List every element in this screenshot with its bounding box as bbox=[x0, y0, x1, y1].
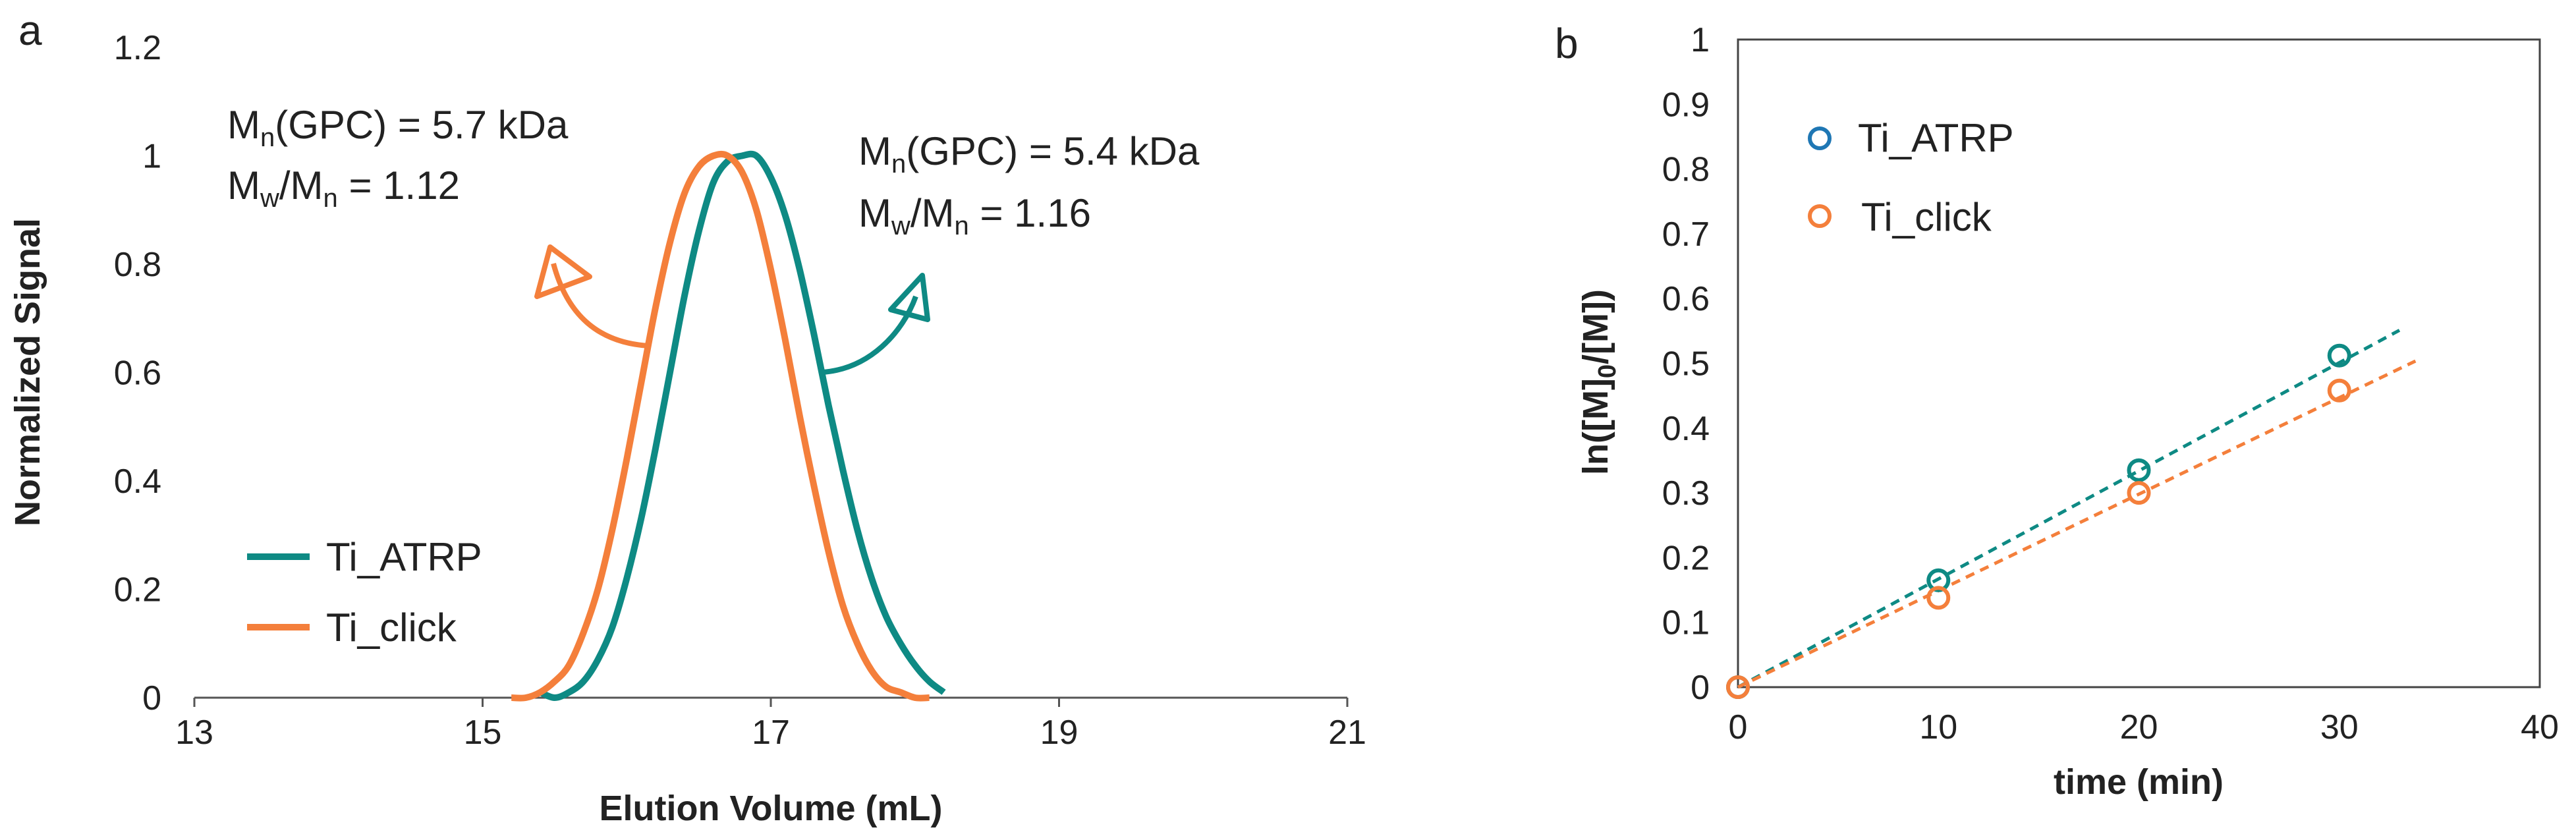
chart-b-fit-lines bbox=[1737, 329, 2417, 689]
chart-b-x-tick-label: 30 bbox=[2320, 708, 2359, 746]
chart-b-x-tick-label: 10 bbox=[1919, 708, 1957, 746]
chart-a-y-tick-label: 1 bbox=[142, 138, 161, 176]
chart-b-x-tick-label: 40 bbox=[2521, 708, 2559, 746]
teal-arrow-head bbox=[888, 273, 930, 322]
chart-a-y-tick-label: 0.6 bbox=[114, 354, 161, 393]
chart-b-x-tick-label: 0 bbox=[1729, 708, 1748, 746]
data-point-ti-click bbox=[2327, 378, 2351, 403]
chart-a-y-ticks: 0 0.2 0.4 0.6 0.8 1 1.2 bbox=[114, 29, 161, 717]
panel-label-a: a bbox=[18, 7, 42, 54]
chart-b-y-tick-label: 0.5 bbox=[1662, 345, 1710, 383]
chart-a-ylabel: Normalized Signal bbox=[8, 218, 47, 526]
legend-b-marker-ti-atrp bbox=[1808, 126, 1832, 150]
series-line-ti-atrp bbox=[539, 150, 946, 701]
data-point-ti-click bbox=[1926, 586, 1951, 610]
orange-arrow bbox=[551, 262, 650, 349]
data-point-ti-atrp bbox=[2127, 458, 2151, 482]
legend-a-label-ti-click: Ti_click bbox=[326, 605, 457, 650]
chart-a-x-tick-label: 17 bbox=[752, 714, 790, 752]
data-point-ti-click bbox=[2127, 481, 2151, 505]
chart-b-y-tick-label: 0.7 bbox=[1662, 215, 1710, 254]
chart-b-ylabel: ln([M]0/[M]) bbox=[1576, 289, 1621, 475]
chart-a-series bbox=[511, 150, 946, 702]
chart-a-y-tick-label: 0.4 bbox=[114, 462, 161, 501]
legend-b-label-ti-click: Ti_click bbox=[1861, 195, 1992, 239]
chart-b-y-tick-label: 0.4 bbox=[1662, 410, 1710, 448]
legend-b-marker-ti-click bbox=[1808, 204, 1832, 228]
chart-b-frame bbox=[1737, 38, 2541, 688]
chart-a-x-tick-label: 13 bbox=[175, 714, 213, 752]
chart-a-y-tick-label: 0.2 bbox=[114, 571, 161, 609]
annotation-dispersity-ti-atrp: Mw/Mn = 1.16 bbox=[858, 191, 1091, 240]
fit-line-ti-click bbox=[1737, 359, 2417, 689]
data-point-ti-click bbox=[1726, 675, 1750, 699]
chart-b-y-tick-label: 0.9 bbox=[1662, 86, 1710, 124]
orange-arrow-head bbox=[534, 244, 592, 299]
chart-a: 13 15 17 19 21 0 0.2 0.4 0.6 0.8 1 1.2 Elution Vol… bbox=[8, 29, 1366, 828]
chart-b-y-tick-label: 0.3 bbox=[1662, 474, 1710, 513]
chart-a-x-tick-label: 21 bbox=[1328, 714, 1366, 752]
annotation-dispersity-ti-click: Mw/Mn = 1.12 bbox=[227, 163, 460, 213]
chart-b-y-ticks: 0 0.1 0.2 0.3 0.4 0.5 0.6 0.7 0.8 0.9 1 bbox=[1662, 21, 1710, 707]
chart-b-y-tick-label: 0.2 bbox=[1662, 539, 1710, 577]
annotation-mn-ti-atrp: Mn(GPC) = 5.4 kDa bbox=[858, 129, 1200, 179]
chart-a-y-tick-label: 0.8 bbox=[114, 246, 161, 284]
teal-arrow bbox=[822, 295, 918, 375]
chart-a-y-tick-label: 1.2 bbox=[114, 29, 161, 67]
data-point-ti-atrp bbox=[1926, 568, 1951, 592]
chart-b-x-ticks: 0 10 20 30 40 bbox=[1729, 708, 2559, 746]
panel-label-b: b bbox=[1555, 20, 1579, 67]
chart-a-xlabel: Elution Volume (mL) bbox=[600, 789, 943, 828]
chart-b-xlabel: time (min) bbox=[2054, 762, 2224, 802]
chart-b-x-tick-label: 20 bbox=[2120, 708, 2158, 746]
annotation-mn-ti-click: Mn(GPC) = 5.7 kDa bbox=[227, 103, 569, 152]
chart-b-y-tick-label: 0.8 bbox=[1662, 151, 1710, 189]
legend-b-label-ti-atrp: Ti_ATRP bbox=[1858, 116, 2014, 160]
chart-b-y-tick-label: 1 bbox=[1691, 21, 1710, 59]
chart-b-points bbox=[1726, 343, 2351, 699]
chart-b-y-tick-label: 0.6 bbox=[1662, 280, 1710, 318]
fit-line-ti-atrp bbox=[1737, 329, 2401, 689]
chart-a-x-tick-label: 15 bbox=[464, 714, 502, 752]
chart-b: 0 10 20 30 40 00.10.20.30.40.50.60.70.80.91 … bbox=[1576, 21, 2559, 802]
series-line-ti-click bbox=[511, 150, 930, 702]
legend-a-label-ti-atrp: Ti_ATRP bbox=[326, 535, 482, 579]
data-point-ti-atrp bbox=[2327, 343, 2351, 368]
chart-b-y-tick-label: 0 bbox=[1691, 669, 1710, 707]
chart-b-y-tick-label: 0.1 bbox=[1662, 604, 1710, 642]
chart-a-x-ticks: 13 15 17 19 21 bbox=[175, 698, 1366, 752]
chart-a-y-tick-label: 0 bbox=[142, 679, 161, 717]
chart-a-x-tick-label: 19 bbox=[1040, 714, 1078, 752]
